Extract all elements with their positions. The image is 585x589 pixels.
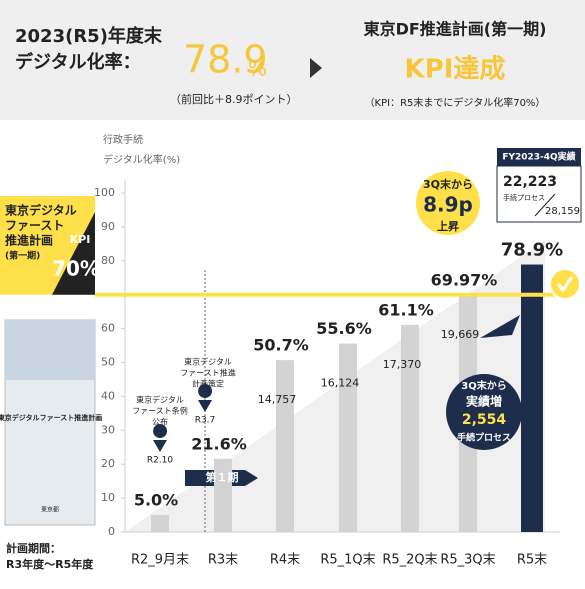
process-label: 14,757: [258, 393, 297, 406]
fy-total: 28,159: [545, 206, 580, 217]
headline: KPI達成: [405, 55, 506, 85]
annotation: 東京デジタル: [136, 395, 184, 405]
fy-unit: 手続プロセス: [503, 193, 545, 202]
process-label: 19,669: [441, 328, 480, 341]
kpi-title: 推進計画: [5, 233, 53, 248]
fy-title: FY2023-4Q実績: [502, 151, 575, 163]
x-tick-label: R5_1Q末: [320, 553, 375, 568]
bar: [214, 458, 232, 532]
headline-note: （前回比＋8.9ポイント）: [170, 92, 298, 106]
y-tick-label: 100: [94, 186, 115, 199]
y-tick-label: 40: [101, 389, 115, 402]
annotation-date: R2.10: [147, 456, 174, 466]
value-label: 21.6%: [191, 434, 247, 453]
increase-label: 実績増: [466, 394, 502, 409]
y-tick-label: 50: [101, 356, 115, 369]
rise-badge: [416, 171, 480, 235]
headline-unit: %: [248, 57, 267, 81]
kpi-title: ファースト: [5, 219, 64, 233]
plan-period: R3年度～R5年度: [6, 557, 94, 571]
book-title: 東京デジタルファースト推進計画: [0, 413, 102, 422]
rise-label: 上昇: [437, 219, 459, 233]
y-tick-label: 60: [101, 322, 115, 335]
kpi-tag: KPI: [70, 233, 91, 246]
x-tick-label: R2_9月末: [131, 553, 189, 568]
rise-label: 8.9p: [423, 193, 473, 217]
plan-period: 計画期間：: [6, 541, 61, 555]
headline: 78.9: [183, 38, 268, 82]
kpi-label: 70%: [52, 257, 100, 281]
y-tick-label: 80: [101, 254, 115, 267]
annotation: 東京デジタル: [184, 357, 232, 367]
headline-note: （KPI：R5末までにデジタル化率70%）: [365, 96, 546, 109]
header-title: 2023(R5)年度末: [15, 25, 163, 47]
kpi-title: (第一期): [5, 250, 40, 262]
rise-arrow: [480, 315, 520, 338]
value-label: 50.7%: [253, 336, 309, 355]
annotation: 計画策定: [192, 379, 224, 389]
pin: [153, 424, 168, 452]
bar: [151, 515, 169, 532]
header-title: 東京DF推進計画(第一期): [364, 20, 547, 39]
annotation-date: R3.7: [195, 416, 216, 426]
check-mark: [556, 276, 574, 293]
fy-count: 22,223: [503, 174, 557, 190]
y-tick-label: 30: [101, 423, 115, 436]
book-art: [5, 320, 95, 380]
header-title: デジタル化率：: [15, 51, 141, 73]
header-arrow: [310, 58, 322, 78]
bar: [401, 324, 419, 532]
kpi-tag-bg: [52, 212, 95, 295]
bar: [521, 264, 543, 532]
y-axis-label: 行政手続: [103, 133, 143, 146]
x-tick-label: R4末: [270, 553, 300, 568]
check-badge: [549, 268, 581, 300]
increase-label: 手続プロセス: [457, 432, 511, 444]
value-label: 5.0%: [134, 491, 178, 510]
value-label: 78.9%: [501, 240, 563, 261]
fy-slash: [534, 193, 556, 217]
annotation: ファースト推進: [180, 368, 236, 378]
fy-box: [496, 165, 582, 223]
y-tick-label: 0: [108, 525, 115, 538]
y-axis-label: デジタル化率(%): [103, 153, 180, 166]
rise-label: 3Q末から: [423, 177, 473, 191]
value-label: 69.97%: [431, 270, 498, 289]
process-label: 17,370: [383, 358, 422, 371]
x-tick-label: R5末: [517, 553, 547, 568]
value-label: 55.6%: [316, 319, 372, 338]
pin: [198, 384, 213, 412]
y-tick-label: 90: [101, 220, 115, 233]
x-tick-label: R5_2Q末: [382, 553, 437, 568]
increase-label: 3Q末から: [461, 379, 506, 392]
y-tick-label: 10: [101, 491, 115, 504]
period-label: 第１期: [206, 470, 239, 484]
increase-label: 2,554: [462, 412, 507, 428]
header-band: [0, 0, 585, 120]
bar: [339, 343, 357, 532]
y-tick-label: 20: [101, 457, 115, 470]
bar: [276, 360, 294, 532]
fy-header: [497, 148, 581, 166]
annotation: ファースト条例: [132, 406, 188, 416]
annotation: 公布: [152, 417, 168, 427]
x-tick-label: R5_3Q末: [440, 553, 495, 568]
kpi-title: 東京デジタル: [5, 203, 77, 218]
book-publisher: 東京都: [41, 506, 59, 514]
x-tick-label: R3末: [208, 553, 238, 568]
value-label: 61.1%: [378, 300, 434, 319]
increase-badge: [446, 374, 522, 450]
process-label: 16,124: [321, 377, 360, 390]
